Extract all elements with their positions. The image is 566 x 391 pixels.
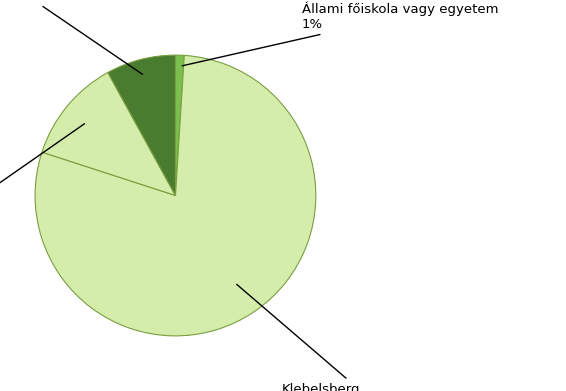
Text: Állami főiskola vagy egyetem
1%: Állami főiskola vagy egyetem 1% — [182, 2, 498, 66]
Text: Egyházi
jogi személy
12%: Egyházi jogi személy 12% — [0, 124, 84, 241]
Wedge shape — [35, 56, 316, 336]
Text: Alapítvány,
egyesgület,
nonprofit gazdasági
társaság
8%: Alapítvány, egyesgület, nonprofit gazdas… — [0, 0, 143, 74]
Wedge shape — [175, 55, 185, 196]
Text: Klebelsberg
Intézményfenntartó Központ
79%: Klebelsberg Intézményfenntartó Központ 7… — [237, 284, 471, 391]
Wedge shape — [42, 72, 175, 196]
Wedge shape — [108, 55, 175, 196]
